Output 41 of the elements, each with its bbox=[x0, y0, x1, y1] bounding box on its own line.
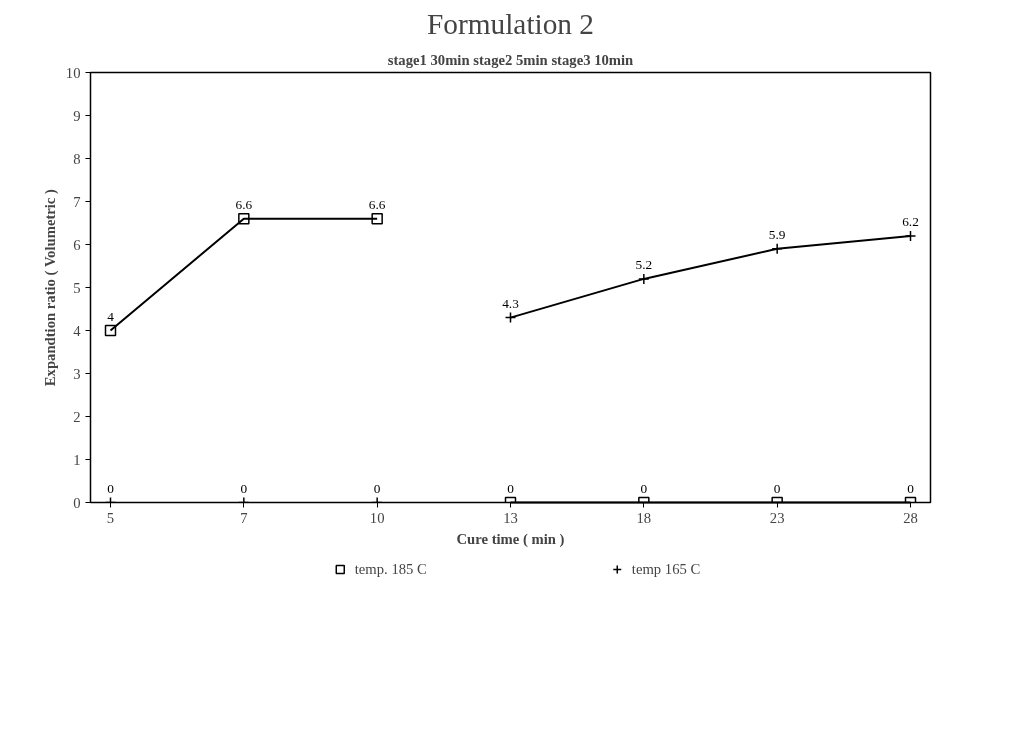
data-label: 5.9 bbox=[768, 226, 786, 242]
point bbox=[371, 212, 383, 225]
data-label: 0 bbox=[773, 480, 781, 496]
y-axis-title: Expandtion ratio ( Volumetric ) bbox=[41, 188, 59, 387]
x-tick-label: 18 bbox=[636, 509, 652, 526]
x-tick-label: 10 bbox=[369, 509, 385, 526]
data-label: 6.6 bbox=[235, 196, 253, 212]
point bbox=[104, 324, 117, 337]
data-label: 6.2 bbox=[902, 213, 919, 229]
y-tick-label: 2 bbox=[73, 408, 81, 425]
chart-subtitle: stage1 30min stage2 5min stage3 10min bbox=[387, 51, 634, 68]
chart-title: Formulation 2 bbox=[427, 7, 595, 40]
y-tick-label: 8 bbox=[73, 150, 81, 167]
x-tick-label: 5 bbox=[106, 509, 115, 526]
y-tick-label: 9 bbox=[73, 107, 81, 124]
y-tick-label: 0 bbox=[73, 494, 81, 511]
legend-label: temp. 185 C bbox=[354, 560, 427, 578]
legend-label: temp 165 C bbox=[631, 560, 701, 578]
data-label: 0 bbox=[640, 480, 648, 496]
y-tick-label: 10 bbox=[65, 64, 81, 81]
data-label: 4 bbox=[107, 308, 115, 324]
y-tick-label: 7 bbox=[73, 193, 81, 210]
data-label: 0 bbox=[240, 480, 248, 496]
point bbox=[238, 212, 250, 225]
data-label: 0 bbox=[373, 480, 381, 496]
x-axis-title: Cure time ( min ) bbox=[456, 530, 565, 548]
y-tick-label: 3 bbox=[73, 365, 81, 382]
y-tick-label: 4 bbox=[73, 322, 82, 339]
x-tick-label: 7 bbox=[240, 509, 248, 526]
x-tick-label: 13 bbox=[503, 509, 518, 526]
data-label: 5.2 bbox=[635, 256, 653, 272]
x-tick-label: 28 bbox=[903, 509, 918, 526]
y-tick-label: 6 bbox=[73, 236, 81, 253]
y-tick-label: 5 bbox=[73, 279, 81, 296]
data-label: 0 bbox=[507, 480, 515, 496]
y-tick-label: 1 bbox=[73, 451, 81, 468]
data-label: 6.6 bbox=[368, 196, 386, 212]
data-label: 0 bbox=[907, 480, 915, 496]
data-label: 0 bbox=[107, 480, 115, 496]
x-tick-label: 23 bbox=[769, 509, 785, 526]
data-label: 4.3 bbox=[502, 295, 520, 311]
